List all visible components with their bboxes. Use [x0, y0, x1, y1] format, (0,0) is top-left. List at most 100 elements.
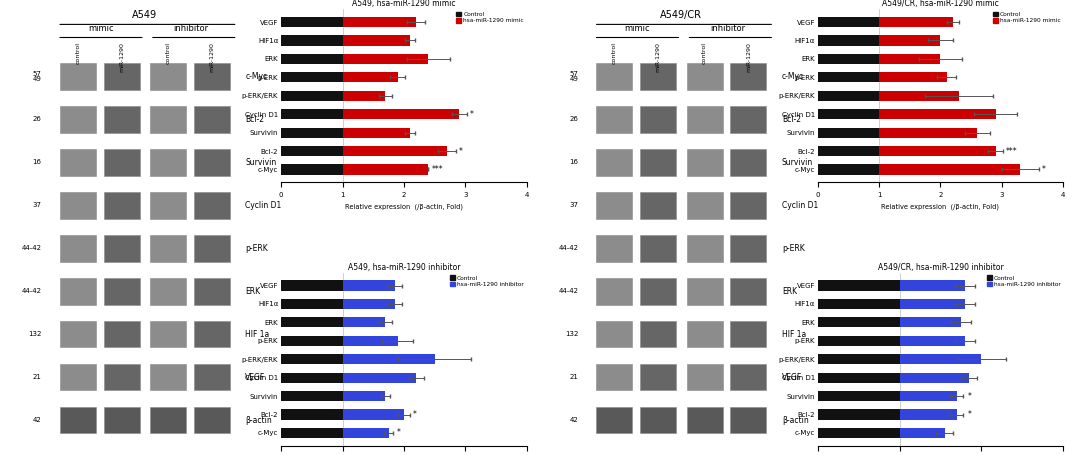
Bar	[817, 72, 880, 82]
FancyBboxPatch shape	[640, 321, 677, 348]
FancyBboxPatch shape	[60, 278, 96, 304]
FancyBboxPatch shape	[103, 321, 140, 348]
FancyBboxPatch shape	[103, 106, 140, 133]
FancyBboxPatch shape	[686, 321, 723, 348]
FancyBboxPatch shape	[103, 235, 140, 262]
FancyBboxPatch shape	[640, 364, 677, 390]
Bar	[900, 410, 957, 420]
Text: ***: ***	[432, 165, 444, 174]
FancyBboxPatch shape	[640, 235, 677, 262]
FancyBboxPatch shape	[193, 321, 230, 348]
Bar	[900, 336, 966, 346]
Text: Survivin: Survivin	[245, 158, 277, 167]
FancyBboxPatch shape	[193, 407, 230, 433]
Bar	[880, 164, 1020, 175]
Title: A549/CR, hsa-miR-1290 mimic: A549/CR, hsa-miR-1290 mimic	[882, 0, 999, 8]
FancyBboxPatch shape	[60, 63, 96, 90]
Text: 26: 26	[33, 116, 42, 122]
Bar	[343, 354, 435, 364]
FancyBboxPatch shape	[150, 192, 186, 218]
FancyBboxPatch shape	[730, 63, 767, 90]
FancyBboxPatch shape	[150, 235, 186, 262]
Bar	[281, 391, 343, 401]
Bar	[880, 72, 946, 82]
FancyBboxPatch shape	[730, 321, 767, 348]
FancyBboxPatch shape	[730, 235, 767, 262]
FancyBboxPatch shape	[60, 364, 96, 390]
Bar	[900, 391, 957, 401]
Text: *: *	[413, 410, 417, 419]
Text: VEGF: VEGF	[245, 373, 265, 382]
Text: *: *	[968, 410, 971, 419]
Text: 44-42: 44-42	[21, 288, 42, 294]
Text: 42: 42	[33, 417, 42, 423]
FancyBboxPatch shape	[60, 407, 96, 433]
FancyBboxPatch shape	[150, 321, 186, 348]
FancyBboxPatch shape	[150, 278, 186, 304]
Bar	[281, 428, 343, 438]
FancyBboxPatch shape	[103, 407, 140, 433]
Bar	[343, 109, 460, 119]
FancyBboxPatch shape	[103, 149, 140, 176]
Bar	[281, 410, 343, 420]
Legend: Control, hsa-miR-1290 mimic: Control, hsa-miR-1290 mimic	[990, 10, 1062, 26]
Bar	[817, 17, 880, 27]
FancyBboxPatch shape	[686, 192, 723, 218]
FancyBboxPatch shape	[60, 149, 96, 176]
Text: miR-1290: miR-1290	[119, 42, 125, 72]
FancyBboxPatch shape	[150, 364, 186, 390]
Text: control: control	[165, 42, 171, 64]
FancyBboxPatch shape	[103, 192, 140, 218]
Title: A549, hsa-miR-1290 inhibitor: A549, hsa-miR-1290 inhibitor	[348, 263, 460, 272]
Bar	[281, 127, 343, 138]
FancyBboxPatch shape	[686, 149, 723, 176]
Text: *: *	[1042, 165, 1046, 174]
FancyBboxPatch shape	[686, 63, 723, 90]
Text: control: control	[75, 42, 81, 64]
Bar	[343, 91, 386, 101]
Text: miR-1290: miR-1290	[746, 42, 751, 72]
FancyBboxPatch shape	[730, 106, 767, 133]
Text: c-Myc: c-Myc	[245, 72, 267, 81]
Bar	[817, 391, 900, 401]
Bar	[880, 109, 996, 119]
FancyBboxPatch shape	[596, 192, 633, 218]
Text: 44-42: 44-42	[558, 245, 578, 251]
Legend: Control, hsa-miR-1290 inhibitor: Control, hsa-miR-1290 inhibitor	[448, 273, 526, 289]
FancyBboxPatch shape	[193, 192, 230, 218]
Text: mimic: mimic	[88, 24, 114, 33]
Bar	[281, 109, 343, 119]
FancyBboxPatch shape	[686, 364, 723, 390]
Text: β-actin: β-actin	[782, 415, 809, 425]
Text: 132: 132	[28, 331, 42, 337]
FancyBboxPatch shape	[640, 106, 677, 133]
Text: Cyclin D1: Cyclin D1	[782, 201, 818, 210]
FancyBboxPatch shape	[150, 149, 186, 176]
Text: ***: ***	[1006, 147, 1018, 156]
Bar	[900, 280, 966, 291]
Text: p-ERK: p-ERK	[245, 244, 268, 253]
Bar	[900, 373, 969, 383]
FancyBboxPatch shape	[103, 63, 140, 90]
Bar	[817, 91, 880, 101]
Bar	[281, 336, 343, 346]
Bar	[817, 373, 900, 383]
Bar	[343, 373, 417, 383]
FancyBboxPatch shape	[640, 192, 677, 218]
Text: Survivin: Survivin	[782, 158, 813, 167]
Bar	[900, 317, 961, 328]
Bar	[900, 428, 944, 438]
Text: *: *	[469, 110, 474, 119]
FancyBboxPatch shape	[730, 192, 767, 218]
FancyBboxPatch shape	[640, 278, 677, 304]
Bar	[343, 428, 389, 438]
Bar	[281, 354, 343, 364]
Text: *: *	[396, 429, 401, 437]
Text: HIF 1a: HIF 1a	[245, 330, 270, 339]
FancyBboxPatch shape	[60, 106, 96, 133]
X-axis label: Relative expression  (/β-actin, Fold): Relative expression (/β-actin, Fold)	[345, 204, 463, 210]
Bar	[281, 164, 343, 175]
Bar	[817, 317, 900, 328]
Bar	[281, 54, 343, 64]
FancyBboxPatch shape	[686, 278, 723, 304]
